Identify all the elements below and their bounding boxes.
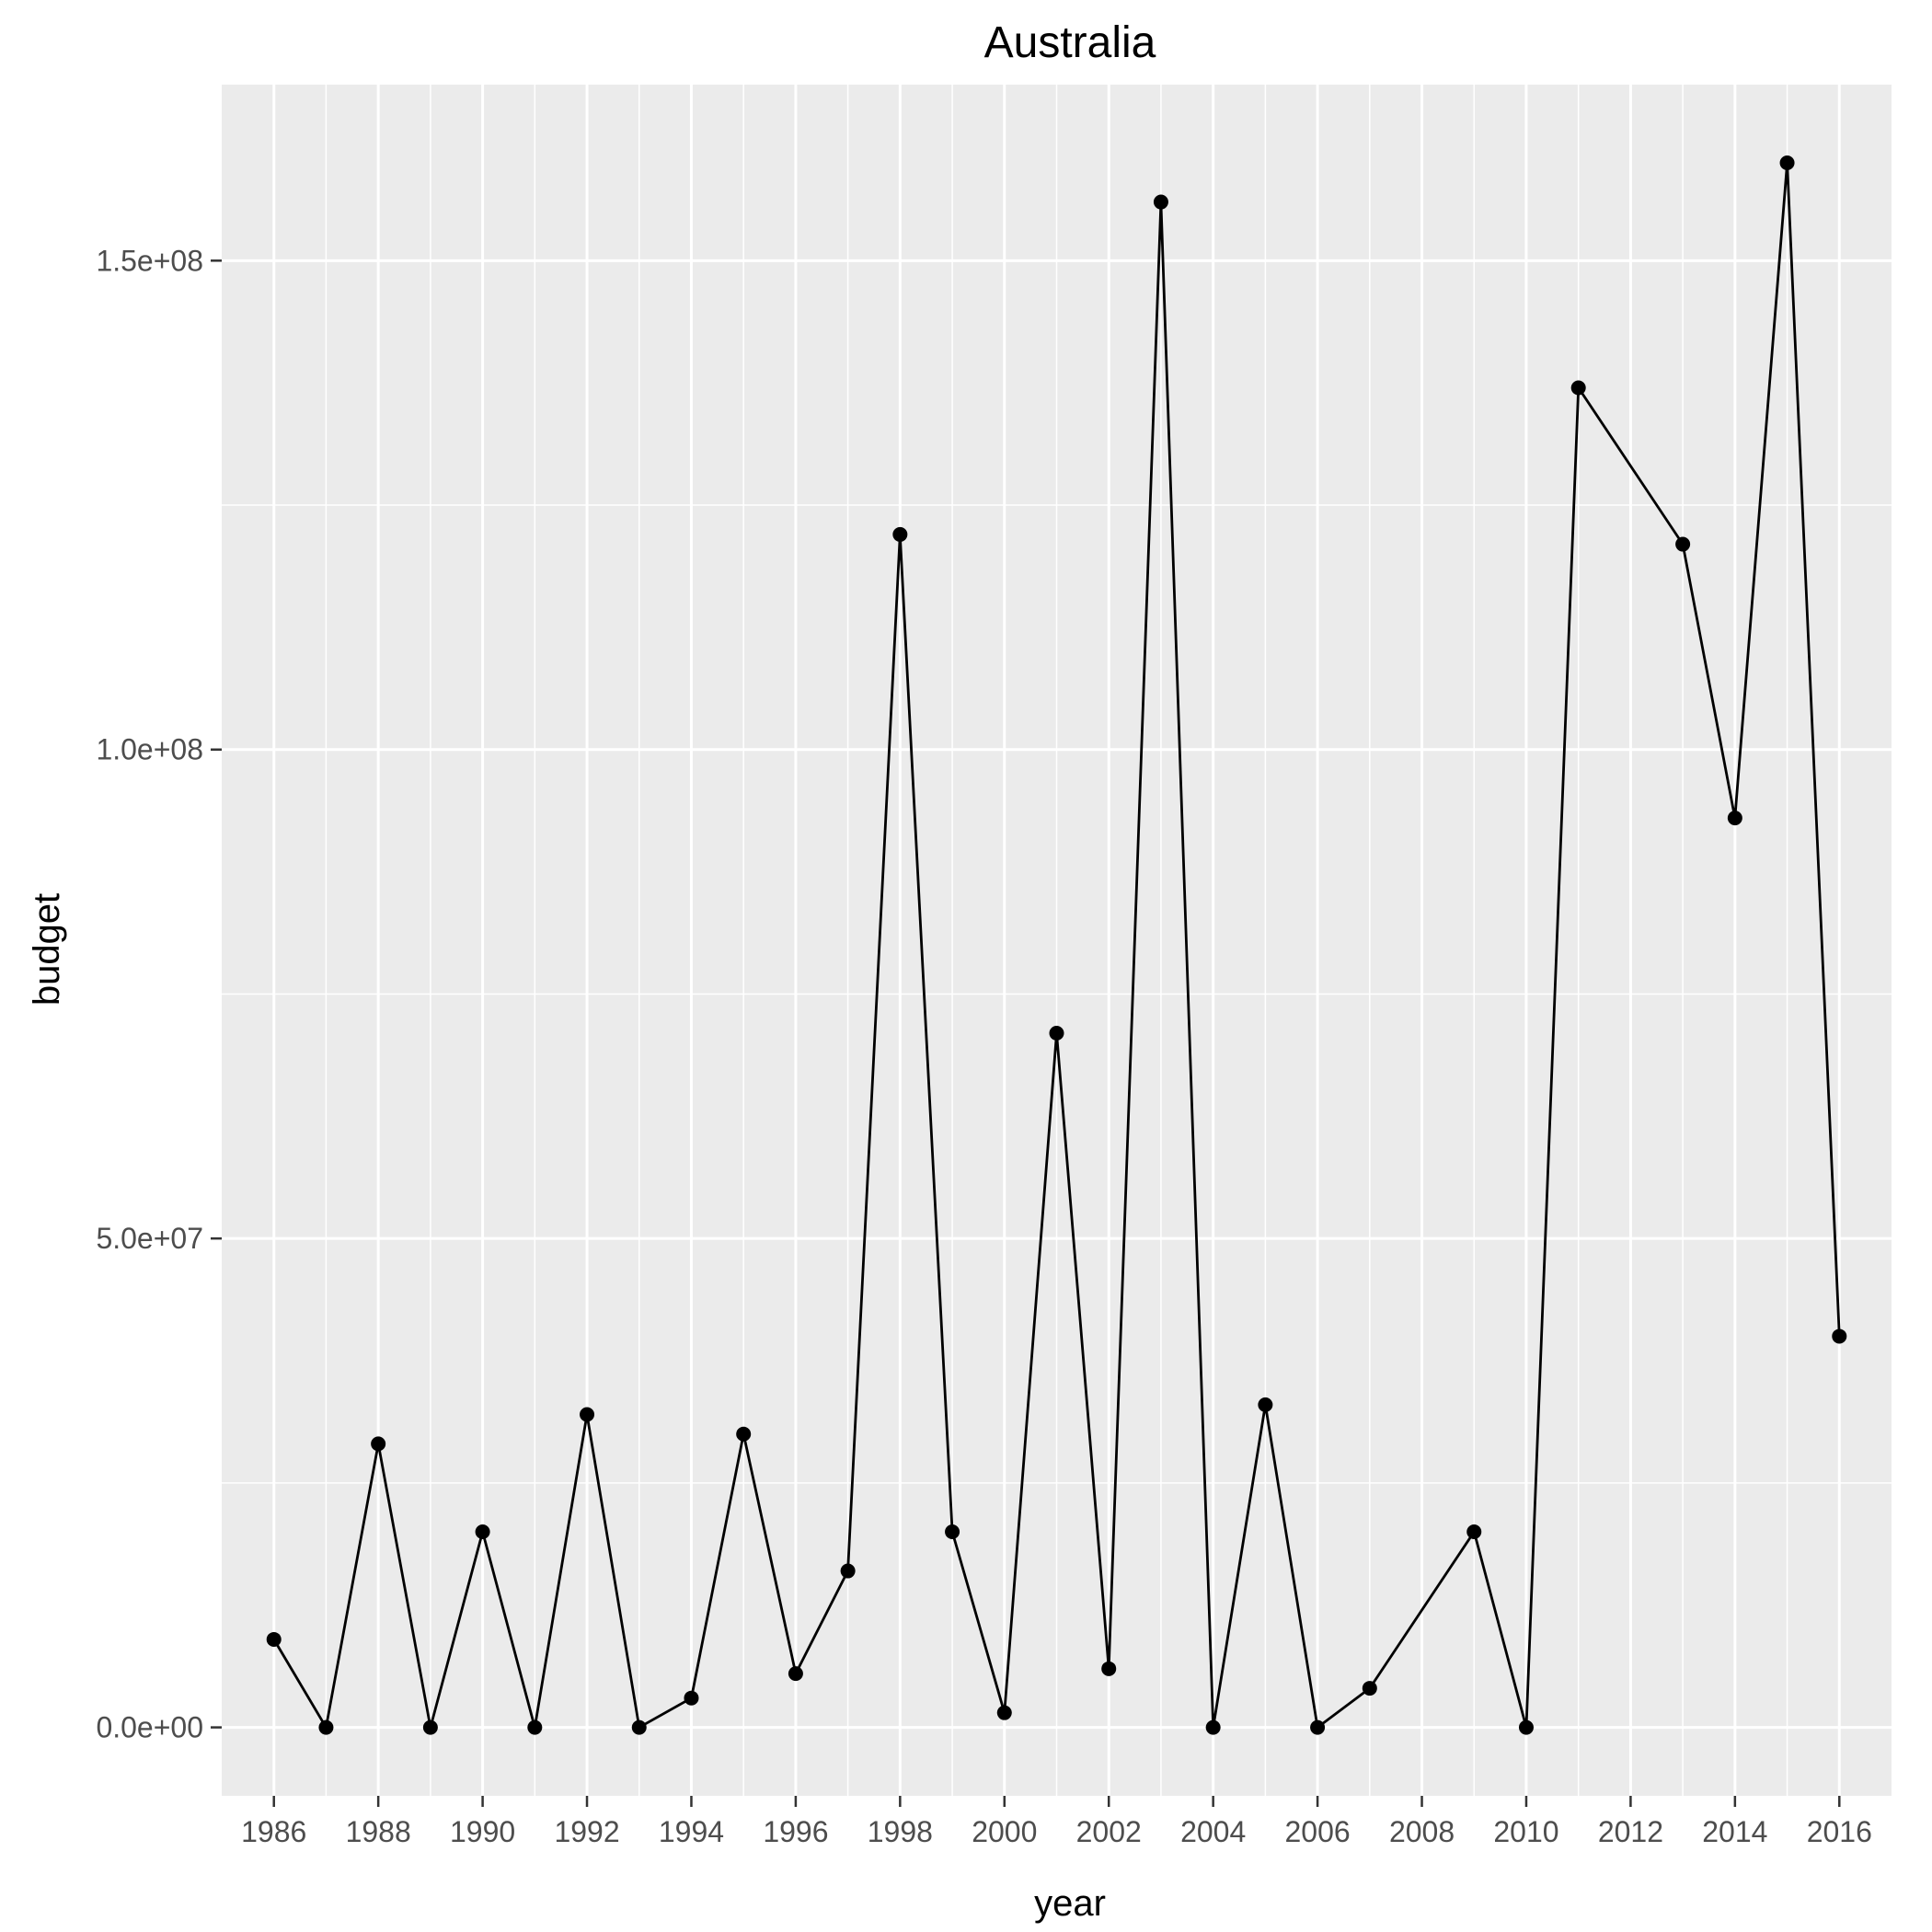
data-point bbox=[422, 1719, 438, 1735]
x-axis-title: year bbox=[1034, 1883, 1106, 1924]
x-tick-label: 2000 bbox=[972, 1815, 1037, 1848]
data-point bbox=[996, 1705, 1012, 1720]
data-point bbox=[1362, 1681, 1377, 1696]
data-point bbox=[1310, 1719, 1326, 1735]
axis-ticks: 1986 1988 1990 1992 1994 1996 1998 2000 2002 2004… bbox=[96, 244, 1871, 1848]
data-point bbox=[788, 1666, 803, 1682]
data-series bbox=[266, 155, 1847, 1735]
x-tick-label: 1986 bbox=[241, 1815, 306, 1848]
x-tick-label: 2014 bbox=[1702, 1815, 1767, 1848]
data-point bbox=[1675, 536, 1691, 552]
y-tick-label: 5.0e+07 bbox=[96, 1222, 203, 1255]
data-point bbox=[840, 1563, 856, 1579]
data-point bbox=[1518, 1719, 1534, 1735]
data-point bbox=[1101, 1661, 1117, 1676]
data-point bbox=[684, 1690, 699, 1706]
x-tick-label: 2012 bbox=[1598, 1815, 1663, 1848]
y-axis-title: budget bbox=[27, 893, 67, 1006]
data-point bbox=[1779, 155, 1795, 171]
data-point bbox=[631, 1719, 647, 1735]
data-point bbox=[1205, 1719, 1221, 1735]
data-point bbox=[892, 526, 908, 542]
x-tick-label: 1990 bbox=[450, 1815, 515, 1848]
data-point bbox=[580, 1407, 595, 1422]
x-tick-label: 1988 bbox=[346, 1815, 411, 1848]
data-point bbox=[1570, 380, 1586, 396]
data-point bbox=[1727, 811, 1742, 826]
data-point bbox=[1466, 1524, 1482, 1540]
minor-gridlines bbox=[222, 85, 1892, 1796]
x-tick-label: 1996 bbox=[763, 1815, 828, 1848]
data-point bbox=[266, 1631, 282, 1647]
data-point bbox=[1049, 1025, 1064, 1041]
data-point bbox=[1832, 1328, 1847, 1344]
data-point bbox=[475, 1524, 490, 1540]
x-tick-label: 2016 bbox=[1807, 1815, 1872, 1848]
x-tick-label: 2004 bbox=[1180, 1815, 1246, 1848]
x-tick-label: 2010 bbox=[1493, 1815, 1558, 1848]
x-tick-label: 1992 bbox=[554, 1815, 619, 1848]
y-tick-label: 1.0e+08 bbox=[96, 733, 203, 766]
y-tick-label: 0.0e+00 bbox=[96, 1711, 203, 1744]
x-tick-label: 2002 bbox=[1076, 1815, 1142, 1848]
data-point bbox=[527, 1719, 543, 1735]
data-point bbox=[371, 1436, 386, 1452]
data-point bbox=[945, 1524, 960, 1540]
data-point bbox=[736, 1426, 752, 1442]
x-tick-label: 1998 bbox=[868, 1815, 933, 1848]
data-point bbox=[1258, 1397, 1273, 1412]
x-tick-label: 2008 bbox=[1389, 1815, 1455, 1848]
x-tick-label: 2006 bbox=[1285, 1815, 1351, 1848]
major-gridlines bbox=[222, 85, 1892, 1796]
x-tick-label: 1994 bbox=[659, 1815, 724, 1848]
data-point bbox=[318, 1719, 334, 1735]
y-tick-label: 1.5e+08 bbox=[96, 244, 203, 277]
chart-title: Australia bbox=[984, 18, 1156, 67]
data-point bbox=[1153, 194, 1168, 210]
